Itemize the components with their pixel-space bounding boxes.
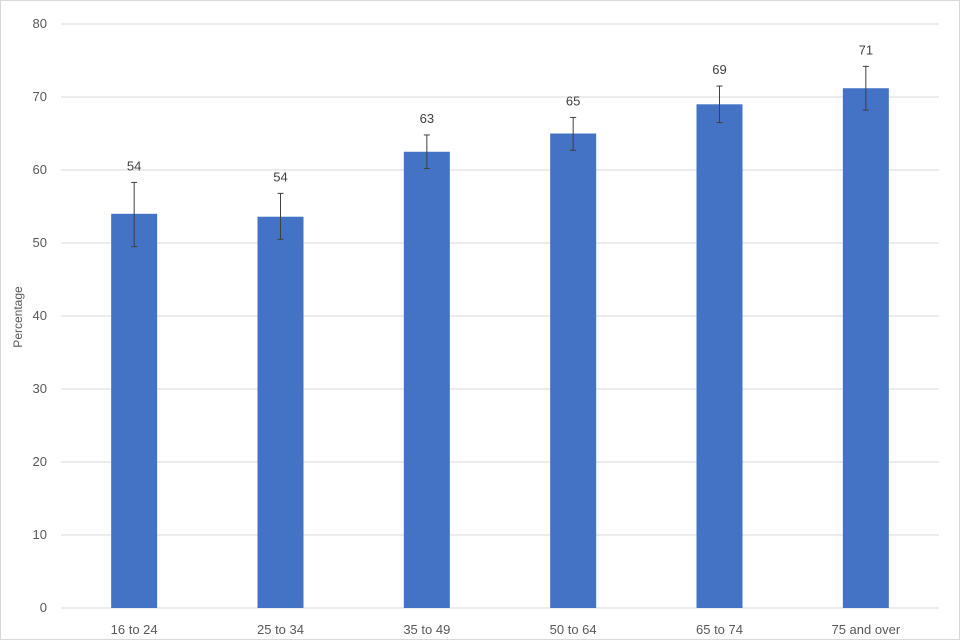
data-label: 54 bbox=[127, 158, 141, 173]
x-tick-label: 65 to 74 bbox=[696, 622, 743, 637]
x-tick-label: 35 to 49 bbox=[403, 622, 450, 637]
bar bbox=[842, 88, 889, 609]
y-tick-label: 60 bbox=[33, 162, 47, 177]
y-tick-label: 0 bbox=[40, 600, 47, 615]
x-tick-label: 75 and over bbox=[831, 622, 900, 637]
bar bbox=[257, 216, 304, 608]
data-label: 69 bbox=[712, 62, 726, 77]
data-label: 63 bbox=[420, 111, 434, 126]
y-tick-label: 80 bbox=[33, 16, 47, 31]
data-label: 65 bbox=[566, 93, 580, 108]
y-tick-label: 10 bbox=[33, 527, 47, 542]
y-axis-title: Percentage bbox=[11, 286, 25, 348]
error-bars bbox=[131, 65, 869, 248]
bars bbox=[111, 88, 889, 609]
gridlines bbox=[61, 23, 939, 609]
y-tick-label: 30 bbox=[33, 381, 47, 396]
data-label: 54 bbox=[273, 169, 287, 184]
y-tick-label: 70 bbox=[33, 89, 47, 104]
bar bbox=[696, 104, 743, 609]
y-axis-ticks: 0 10 20 30 40 50 60 70 80 bbox=[33, 16, 47, 615]
bar bbox=[111, 213, 158, 609]
x-tick-label: 25 to 34 bbox=[257, 622, 304, 637]
data-label: 71 bbox=[859, 42, 873, 57]
y-tick-label: 20 bbox=[33, 454, 47, 469]
bar bbox=[403, 151, 450, 608]
x-tick-label: 50 to 64 bbox=[550, 622, 597, 637]
y-tick-label: 40 bbox=[33, 308, 47, 323]
x-tick-label: 16 to 24 bbox=[111, 622, 158, 637]
y-tick-label: 50 bbox=[33, 235, 47, 250]
data-labels: 54 54 63 65 69 71 bbox=[127, 42, 873, 184]
x-axis-ticks: 16 to 24 25 to 34 35 to 49 50 to 64 65 to 74… bbox=[111, 622, 901, 637]
bar bbox=[550, 133, 597, 608]
